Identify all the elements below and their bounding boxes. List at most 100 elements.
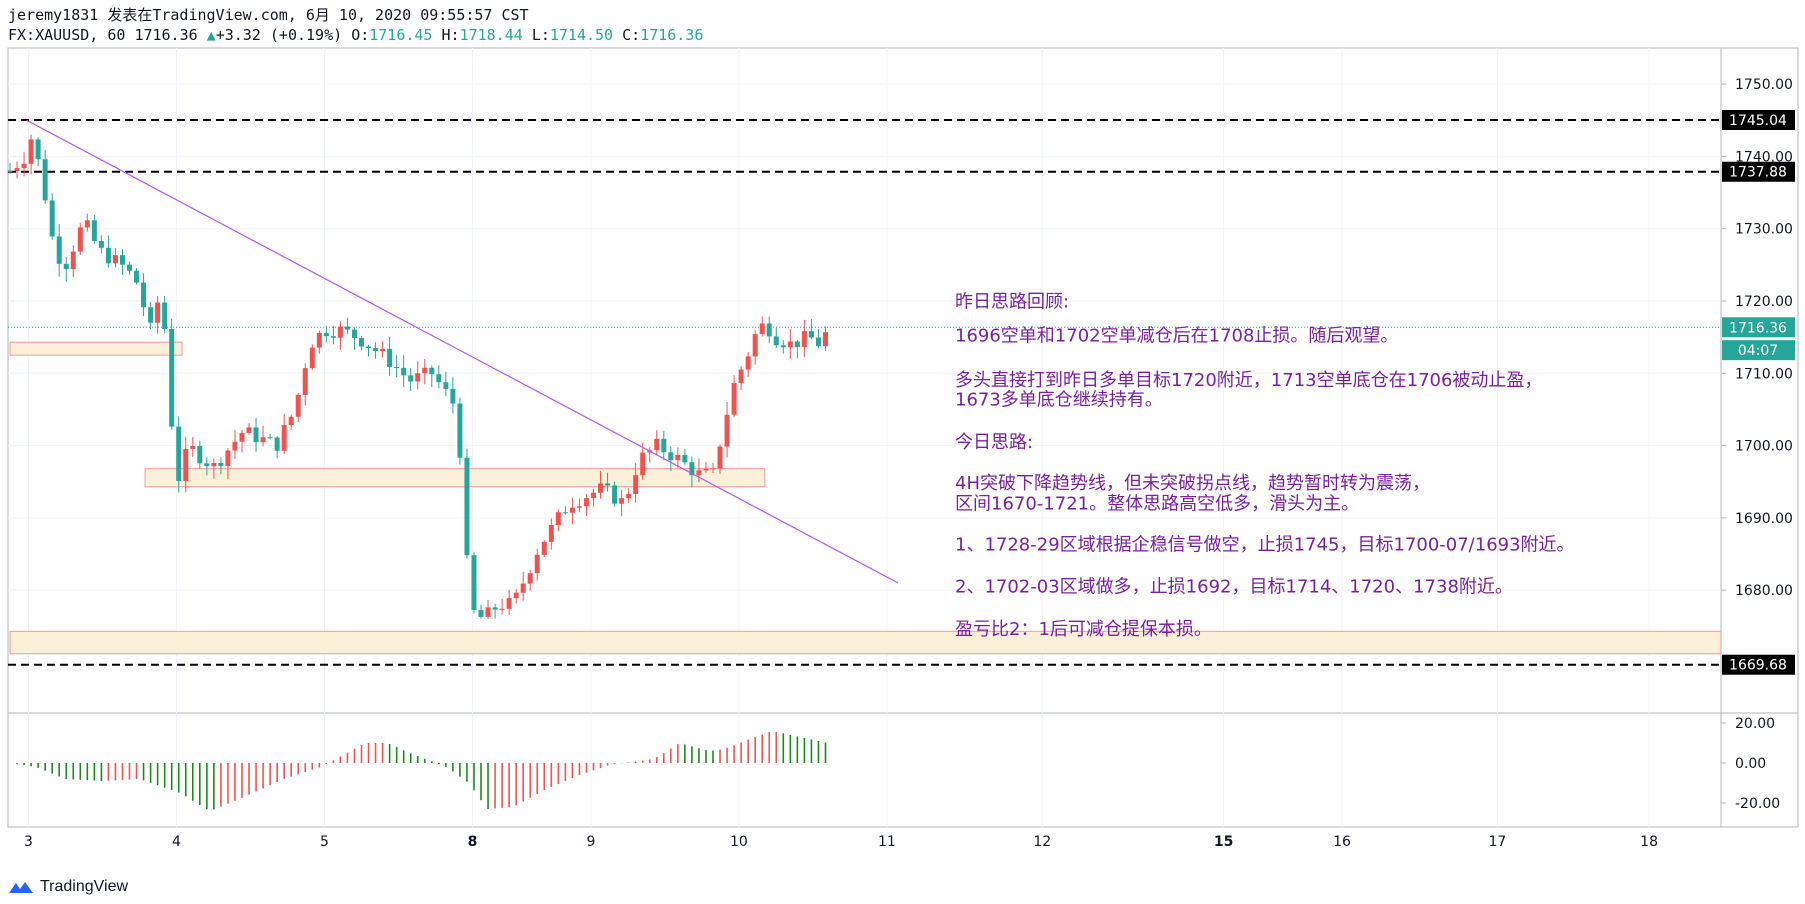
candle <box>127 261 133 275</box>
candle-body <box>815 337 821 347</box>
chart-frame <box>7 47 1799 828</box>
candle <box>794 339 800 359</box>
footer-logo[interactable]: TradingView <box>8 878 128 896</box>
candle-body <box>119 255 125 265</box>
candle-body <box>281 425 287 451</box>
candle-body <box>703 468 709 471</box>
candle-body <box>527 573 533 584</box>
candle <box>429 365 435 387</box>
price-label-box <box>1722 317 1795 338</box>
candle-body <box>759 323 765 335</box>
candle <box>260 425 266 447</box>
author[interactable]: jeremy1831 <box>8 6 99 24</box>
candle <box>541 540 547 557</box>
candle-body <box>337 326 343 338</box>
price-label-text: 1745.04 <box>1729 113 1787 129</box>
price-change: +3.32 (+0.19%) <box>215 26 343 44</box>
candle-body <box>253 427 259 443</box>
candle-body <box>668 452 674 461</box>
candle <box>141 273 147 317</box>
candle-body <box>457 403 463 458</box>
analysis-note-line: 昨日思路回顾: <box>955 292 1069 313</box>
candle <box>590 488 596 507</box>
candle <box>724 401 730 458</box>
candle <box>808 319 814 340</box>
candle <box>513 589 519 604</box>
candle <box>562 506 568 515</box>
candle-body <box>56 236 62 264</box>
candle-body <box>569 507 575 513</box>
candle-body <box>134 270 140 283</box>
candle <box>77 222 83 255</box>
x-tick-label: 8 <box>468 834 478 850</box>
candle <box>780 340 786 354</box>
analysis-note-line: 1、1728-29区域根据企稳信号做空，止损1745，目标1700-07/169… <box>955 535 1575 556</box>
candle <box>555 509 561 532</box>
candle-body <box>415 373 421 382</box>
x-tick-label: 4 <box>172 834 181 850</box>
candle <box>197 440 203 469</box>
y-tick-label: 1710.00 <box>1735 366 1793 382</box>
x-tick-label: 18 <box>1640 834 1658 850</box>
osc-tick-label: 20.00 <box>1735 716 1775 732</box>
candle-body <box>548 525 554 542</box>
y-tick-label: 1700.00 <box>1735 439 1793 455</box>
candle-body <box>520 583 526 593</box>
candle <box>98 235 104 254</box>
candle <box>176 416 182 493</box>
price-label-box <box>1722 109 1795 130</box>
candle-body <box>612 485 618 504</box>
candle <box>598 471 604 499</box>
candle-body <box>169 328 175 427</box>
candle <box>401 355 407 388</box>
candle <box>169 318 175 430</box>
candle <box>309 344 315 370</box>
candle <box>654 430 660 456</box>
candle-body <box>696 470 702 476</box>
candle-body <box>583 498 589 507</box>
candle-body <box>323 332 329 337</box>
candle-body <box>211 463 217 467</box>
candle <box>70 245 76 277</box>
price-label-text: 1737.88 <box>1729 165 1787 181</box>
candle-body <box>105 247 111 264</box>
price-label-box <box>1722 654 1795 675</box>
open-label: O: <box>351 26 370 44</box>
candle-body <box>246 427 252 433</box>
candle <box>21 152 27 177</box>
price-label-text: 04:07 <box>1738 343 1778 359</box>
candle-body <box>598 483 604 493</box>
y-tick-label: 1720.00 <box>1735 294 1793 310</box>
candle <box>211 458 217 479</box>
candle <box>204 457 210 476</box>
candle <box>42 150 48 204</box>
candle <box>822 326 828 352</box>
candle-body <box>654 438 660 451</box>
analysis-note-line: 2、1702-03区域做多，止损1692，目标1714、1720、1738附近。 <box>955 577 1513 598</box>
y-tick-label: 1750.00 <box>1735 77 1793 93</box>
candle-body <box>260 437 266 443</box>
candle-body <box>780 345 786 348</box>
candle-body <box>155 302 161 323</box>
candle <box>738 366 744 391</box>
x-tick-label: 10 <box>730 834 748 850</box>
candle-body <box>232 441 238 451</box>
candle-body <box>218 463 224 467</box>
symbol: FX:XAUUSD, 60 <box>8 26 126 44</box>
candle <box>485 599 491 619</box>
candle <box>408 368 414 392</box>
candle <box>84 213 90 232</box>
candle-body <box>499 608 505 610</box>
candle-body <box>640 452 646 476</box>
candle-body <box>605 483 611 486</box>
high-label: H: <box>441 26 460 44</box>
close-label: C: <box>622 26 641 44</box>
candle-body <box>288 416 294 426</box>
candle-body <box>429 367 435 375</box>
low-value: 1714.50 <box>549 26 614 44</box>
candle-body <box>239 432 245 442</box>
candle <box>380 341 386 358</box>
support-resistance-zone <box>9 630 1722 655</box>
candle-body <box>394 367 400 369</box>
